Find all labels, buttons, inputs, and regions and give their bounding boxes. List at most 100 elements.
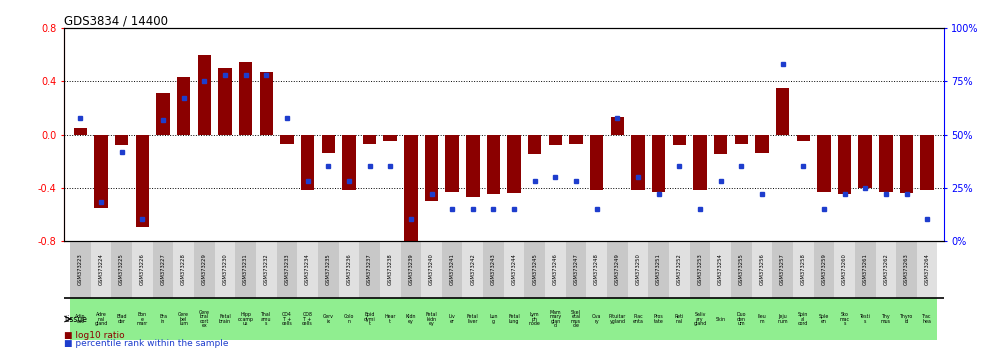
Bar (445, 135, 459, 192)
Text: GSM373227: GSM373227 (160, 253, 165, 285)
Bar (649, 241, 669, 298)
Bar (441, 241, 462, 298)
Bar (70, 298, 90, 340)
Text: Sto
mac
s: Sto mac s (839, 312, 849, 326)
Text: GSM373235: GSM373235 (325, 253, 330, 285)
Bar (487, 135, 500, 194)
Bar (669, 241, 690, 298)
Text: GSM373247: GSM373247 (573, 253, 579, 285)
Bar (70, 241, 90, 298)
Text: Plac
enta: Plac enta (633, 314, 644, 324)
Bar (899, 135, 913, 193)
Text: GSM373264: GSM373264 (925, 253, 930, 285)
Text: GSM373231: GSM373231 (243, 253, 248, 285)
Text: GSM373252: GSM373252 (677, 253, 682, 285)
Bar (731, 298, 752, 340)
Bar (607, 241, 628, 298)
Text: GSM373249: GSM373249 (615, 253, 620, 285)
Bar (235, 298, 256, 340)
Bar (814, 241, 835, 298)
Bar (235, 241, 256, 298)
Text: Thy
mus: Thy mus (881, 314, 891, 324)
Text: GSM373243: GSM373243 (491, 253, 496, 285)
Bar (690, 241, 711, 298)
Bar (194, 298, 214, 340)
Text: Sple
en: Sple en (819, 314, 829, 324)
Bar (528, 135, 542, 154)
Bar (400, 298, 421, 340)
Bar (421, 241, 441, 298)
Text: Spin
al
cord: Spin al cord (798, 312, 808, 326)
Text: Trac
hea: Trac hea (922, 314, 932, 324)
Bar (503, 241, 525, 298)
Bar (920, 135, 934, 190)
Text: Lun
g: Lun g (490, 314, 497, 324)
Bar (218, 68, 232, 135)
Bar (198, 55, 211, 135)
Bar (297, 241, 318, 298)
Text: Fetal
lung: Fetal lung (508, 314, 520, 324)
Bar (876, 298, 896, 340)
Bar (669, 298, 690, 340)
Bar (90, 298, 111, 340)
Text: Colo
n: Colo n (344, 314, 354, 324)
Text: Skin: Skin (716, 316, 725, 321)
Bar (276, 298, 297, 340)
Text: GSM373253: GSM373253 (698, 253, 703, 285)
Bar (379, 241, 400, 298)
Bar (297, 298, 318, 340)
Text: ■ percentile rank within the sample: ■ percentile rank within the sample (64, 339, 228, 348)
Bar (773, 241, 793, 298)
Bar (549, 135, 562, 145)
Bar (879, 135, 893, 192)
Text: GSM373239: GSM373239 (408, 253, 414, 285)
Bar (503, 298, 525, 340)
Text: GSM373245: GSM373245 (532, 253, 538, 285)
Bar (776, 88, 789, 135)
Text: Saliv
ary
gland: Saliv ary gland (693, 312, 707, 326)
Bar (896, 241, 917, 298)
Bar (132, 241, 152, 298)
Bar (338, 241, 359, 298)
Bar (280, 135, 294, 144)
Bar (773, 298, 793, 340)
Text: Jeju
num: Jeju num (778, 314, 788, 324)
Text: GSM373248: GSM373248 (594, 253, 600, 285)
Text: Fetal
brain: Fetal brain (219, 314, 231, 324)
Text: Epid
dymi
t: Epid dymi t (364, 312, 376, 326)
Bar (260, 72, 273, 135)
Bar (156, 93, 170, 135)
Text: GSM373230: GSM373230 (222, 253, 227, 285)
Bar (817, 135, 831, 192)
Bar (441, 298, 462, 340)
Text: Cere
bel
lum: Cere bel lum (178, 312, 189, 326)
Text: Fetal
kidn
ey: Fetal kidn ey (426, 312, 437, 326)
Bar (111, 298, 132, 340)
Bar (796, 135, 810, 141)
Bar (214, 298, 235, 340)
Text: Mam
mary
glan
d: Mam mary glan d (549, 310, 561, 329)
Bar (379, 298, 400, 340)
Bar (359, 241, 379, 298)
Bar (855, 298, 876, 340)
Text: Hear
t: Hear t (384, 314, 396, 324)
Bar (74, 128, 87, 135)
Text: GSM373262: GSM373262 (884, 253, 889, 285)
Text: GSM373254: GSM373254 (719, 253, 723, 285)
Text: GSM373259: GSM373259 (822, 253, 827, 285)
Bar (838, 135, 851, 194)
Bar (917, 298, 938, 340)
Text: Testi
s: Testi s (860, 314, 871, 324)
Bar (610, 117, 624, 135)
Bar (173, 298, 194, 340)
Bar (731, 241, 752, 298)
Bar (734, 135, 748, 144)
Bar (321, 135, 335, 153)
Bar (628, 241, 649, 298)
Text: Reti
nal: Reti nal (674, 314, 684, 324)
Bar (342, 135, 356, 190)
Bar (173, 241, 194, 298)
Bar (421, 298, 441, 340)
Text: GSM373237: GSM373237 (367, 253, 372, 285)
Bar (652, 135, 665, 192)
